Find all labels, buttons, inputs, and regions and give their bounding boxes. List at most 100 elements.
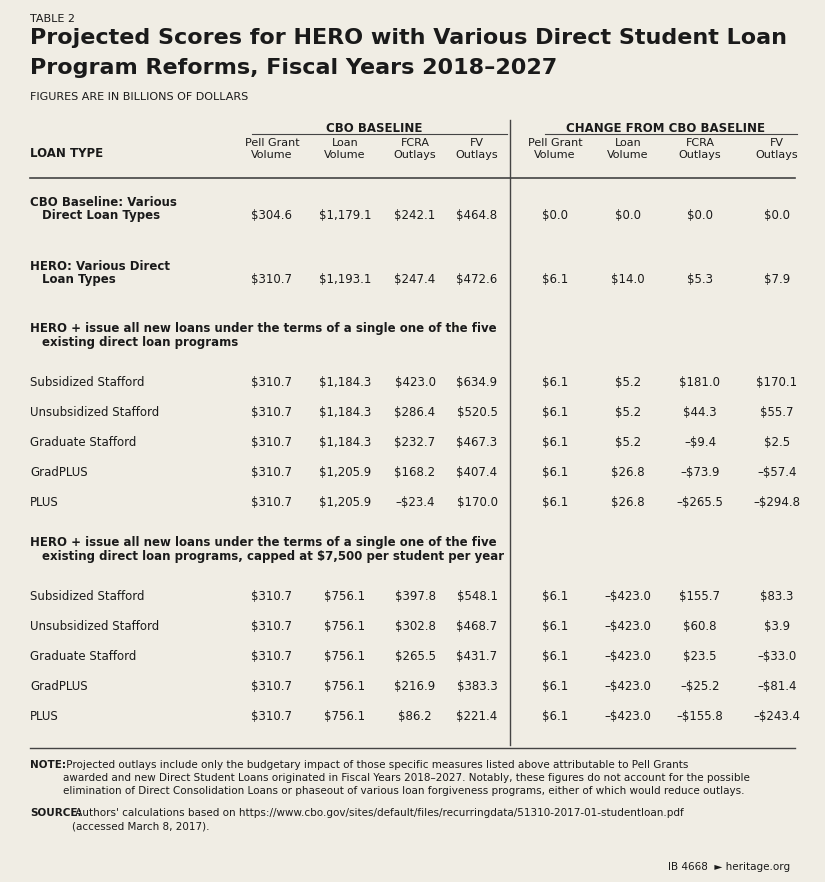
Text: $302.8: $302.8 xyxy=(394,620,436,633)
Text: $1,184.3: $1,184.3 xyxy=(319,376,371,389)
Text: $170.1: $170.1 xyxy=(757,376,798,389)
Text: Subsidized Stafford: Subsidized Stafford xyxy=(30,590,144,603)
Text: $467.3: $467.3 xyxy=(456,436,497,449)
Text: CHANGE FROM CBO BASELINE: CHANGE FROM CBO BASELINE xyxy=(567,122,766,135)
Text: Unsubsidized Stafford: Unsubsidized Stafford xyxy=(30,620,159,633)
Text: $221.4: $221.4 xyxy=(456,710,497,723)
Text: HERO + issue all new loans under the terms of a single one of the five: HERO + issue all new loans under the ter… xyxy=(30,322,497,335)
Text: Direct Loan Types: Direct Loan Types xyxy=(42,209,160,222)
Text: HERO + issue all new loans under the terms of a single one of the five: HERO + issue all new loans under the ter… xyxy=(30,536,497,549)
Text: $310.7: $310.7 xyxy=(252,620,293,633)
Text: –$423.0: –$423.0 xyxy=(605,620,652,633)
Text: –$243.4: –$243.4 xyxy=(753,710,800,723)
Text: $472.6: $472.6 xyxy=(456,273,497,286)
Text: $242.1: $242.1 xyxy=(394,209,436,222)
Text: TABLE 2: TABLE 2 xyxy=(30,14,75,24)
Text: FV
Outlays: FV Outlays xyxy=(455,138,498,160)
Text: Loan
Volume: Loan Volume xyxy=(607,138,648,160)
Text: –$294.8: –$294.8 xyxy=(753,496,800,509)
Text: $548.1: $548.1 xyxy=(456,590,497,603)
Text: $310.7: $310.7 xyxy=(252,436,293,449)
Text: $0.0: $0.0 xyxy=(615,209,641,222)
Text: $6.1: $6.1 xyxy=(542,710,568,723)
Text: NOTE:: NOTE: xyxy=(30,760,66,770)
Text: $3.9: $3.9 xyxy=(764,620,790,633)
Text: Subsidized Stafford: Subsidized Stafford xyxy=(30,376,144,389)
Text: existing direct loan programs: existing direct loan programs xyxy=(42,336,238,349)
Text: $310.7: $310.7 xyxy=(252,650,293,663)
Text: $6.1: $6.1 xyxy=(542,496,568,509)
Text: IB 4668  ► heritage.org: IB 4668 ► heritage.org xyxy=(668,862,790,872)
Text: $397.8: $397.8 xyxy=(394,590,436,603)
Text: FV
Outlays: FV Outlays xyxy=(756,138,799,160)
Text: HERO: Various Direct: HERO: Various Direct xyxy=(30,260,170,273)
Text: Projected Scores for HERO with Various Direct Student Loan: Projected Scores for HERO with Various D… xyxy=(30,28,787,48)
Text: Pell Grant
Volume: Pell Grant Volume xyxy=(245,138,299,160)
Text: $756.1: $756.1 xyxy=(324,620,365,633)
Text: $1,184.3: $1,184.3 xyxy=(319,436,371,449)
Text: $60.8: $60.8 xyxy=(683,620,717,633)
Text: $286.4: $286.4 xyxy=(394,406,436,419)
Text: $5.2: $5.2 xyxy=(615,376,641,389)
Text: Pell Grant
Volume: Pell Grant Volume xyxy=(528,138,582,160)
Text: –$265.5: –$265.5 xyxy=(676,496,724,509)
Text: –$155.8: –$155.8 xyxy=(676,710,724,723)
Text: Graduate Stafford: Graduate Stafford xyxy=(30,650,136,663)
Text: $181.0: $181.0 xyxy=(680,376,720,389)
Text: –$23.4: –$23.4 xyxy=(395,496,435,509)
Text: FCRA
Outlays: FCRA Outlays xyxy=(679,138,721,160)
Text: $86.2: $86.2 xyxy=(398,710,431,723)
Text: $216.9: $216.9 xyxy=(394,680,436,693)
Text: –$73.9: –$73.9 xyxy=(681,466,719,479)
Text: $44.3: $44.3 xyxy=(683,406,717,419)
Text: Program Reforms, Fiscal Years 2018–2027: Program Reforms, Fiscal Years 2018–2027 xyxy=(30,58,557,78)
Text: $6.1: $6.1 xyxy=(542,376,568,389)
Text: $232.7: $232.7 xyxy=(394,436,436,449)
Text: $265.5: $265.5 xyxy=(394,650,436,663)
Text: $1,184.3: $1,184.3 xyxy=(319,406,371,419)
Text: $310.7: $310.7 xyxy=(252,710,293,723)
Text: $155.7: $155.7 xyxy=(680,590,720,603)
Text: –$423.0: –$423.0 xyxy=(605,650,652,663)
Text: $1,179.1: $1,179.1 xyxy=(318,209,371,222)
Text: –$423.0: –$423.0 xyxy=(605,680,652,693)
Text: $423.0: $423.0 xyxy=(394,376,436,389)
Text: $6.1: $6.1 xyxy=(542,436,568,449)
Text: $26.8: $26.8 xyxy=(611,496,645,509)
Text: $1,205.9: $1,205.9 xyxy=(319,496,371,509)
Text: PLUS: PLUS xyxy=(30,496,59,509)
Text: $310.7: $310.7 xyxy=(252,273,293,286)
Text: $310.7: $310.7 xyxy=(252,376,293,389)
Text: $7.9: $7.9 xyxy=(764,273,790,286)
Text: $756.1: $756.1 xyxy=(324,650,365,663)
Text: $756.1: $756.1 xyxy=(324,680,365,693)
Text: $0.0: $0.0 xyxy=(542,209,568,222)
Text: Unsubsidized Stafford: Unsubsidized Stafford xyxy=(30,406,159,419)
Text: $310.7: $310.7 xyxy=(252,680,293,693)
Text: $0.0: $0.0 xyxy=(687,209,713,222)
Text: $6.1: $6.1 xyxy=(542,590,568,603)
Text: $756.1: $756.1 xyxy=(324,590,365,603)
Text: –$57.4: –$57.4 xyxy=(757,466,797,479)
Text: $431.7: $431.7 xyxy=(456,650,497,663)
Text: $6.1: $6.1 xyxy=(542,620,568,633)
Text: $168.2: $168.2 xyxy=(394,466,436,479)
Text: $0.0: $0.0 xyxy=(764,209,790,222)
Text: $170.0: $170.0 xyxy=(456,496,497,509)
Text: LOAN TYPE: LOAN TYPE xyxy=(30,147,103,160)
Text: FCRA
Outlays: FCRA Outlays xyxy=(394,138,436,160)
Text: $310.7: $310.7 xyxy=(252,466,293,479)
Text: $5.2: $5.2 xyxy=(615,436,641,449)
Text: $247.4: $247.4 xyxy=(394,273,436,286)
Text: $1,193.1: $1,193.1 xyxy=(318,273,371,286)
Text: $383.3: $383.3 xyxy=(456,680,497,693)
Text: $6.1: $6.1 xyxy=(542,680,568,693)
Text: Loan
Volume: Loan Volume xyxy=(324,138,365,160)
Text: $310.7: $310.7 xyxy=(252,406,293,419)
Text: SOURCE:: SOURCE: xyxy=(30,808,82,818)
Text: $6.1: $6.1 xyxy=(542,406,568,419)
Text: $26.8: $26.8 xyxy=(611,466,645,479)
Text: $5.2: $5.2 xyxy=(615,406,641,419)
Text: $2.5: $2.5 xyxy=(764,436,790,449)
Text: existing direct loan programs, capped at $7,500 per student per year: existing direct loan programs, capped at… xyxy=(42,550,504,563)
